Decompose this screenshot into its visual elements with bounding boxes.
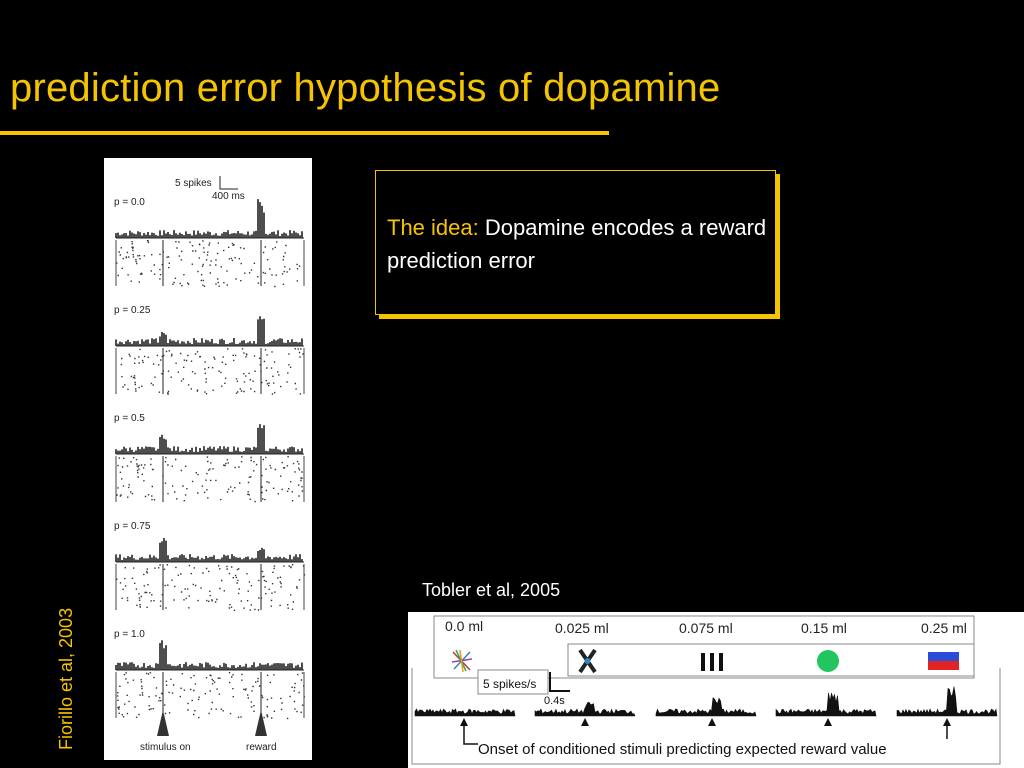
panel: p = 0.75 xyxy=(114,521,306,611)
raster-dots xyxy=(116,672,305,720)
fiorillo-figure: 5 spikes 400 ms p = 0.0 p = 0.25 p = 0.5 p … xyxy=(104,158,312,760)
tobler-citation: Tobler et al, 2005 xyxy=(422,580,561,600)
psth-trace xyxy=(414,708,516,717)
scale-bar-box xyxy=(477,669,549,695)
scale-bar-rate-label: 5 spikes/s xyxy=(483,677,536,691)
onset-marker xyxy=(708,718,716,726)
onset-marker xyxy=(943,718,951,726)
reward-label: reward xyxy=(246,742,277,753)
onset-marker xyxy=(581,718,589,726)
panel-probability-label: p = 0.0 xyxy=(114,197,145,208)
scale-bar-time-label: 0.4s xyxy=(544,695,565,707)
slide-title: prediction error hypothesis of dopamine xyxy=(10,66,721,110)
title-underline xyxy=(0,131,609,135)
panels: p = 0.0 p = 0.25 p = 0.5 p = 0.75 p = 1.0 xyxy=(114,197,306,720)
histogram xyxy=(115,199,303,238)
raster-dots xyxy=(116,456,304,503)
panel: p = 1.0 xyxy=(114,629,305,720)
stimulus-frame-inner xyxy=(567,643,975,677)
volume-label-0: 0.0 ml xyxy=(445,618,483,634)
onset-marker xyxy=(460,718,468,726)
histogram xyxy=(115,424,303,454)
tobler-figure: 0.0 ml 0.025 ml 0.075 ml 0.15 ml 0.25 ml xyxy=(408,612,1024,768)
panel: p = 0.25 xyxy=(114,305,305,395)
psth-trace xyxy=(775,692,877,717)
scale-bar-lines xyxy=(549,672,570,692)
stimulus-icon-4-top xyxy=(928,652,959,661)
idea-body: Dopamine encodes a reward prediction err… xyxy=(387,215,767,273)
onset-marker xyxy=(824,718,832,726)
psth-trace xyxy=(896,686,998,717)
scale-bar-spikes-label: 5 spikes xyxy=(175,178,212,189)
panel-probability-label: p = 0.25 xyxy=(114,305,151,316)
reward-marker xyxy=(255,710,267,736)
fiorillo-figure-svg: 5 spikes 400 ms p = 0.0p = 0.25p = 0.5p … xyxy=(114,176,306,753)
tobler-figure-svg: 0.0 ml 0.025 ml 0.075 ml 0.15 ml 0.25 ml xyxy=(411,615,1001,765)
stimulus-icon-0 xyxy=(451,649,473,673)
volume-label-3: 0.15 ml xyxy=(801,620,847,636)
histogram xyxy=(115,316,303,346)
volume-label-2: 0.075 ml xyxy=(679,620,733,636)
stimulus-icon-4-bottom xyxy=(928,661,959,670)
raster-dots xyxy=(116,564,306,611)
volume-label-4: 0.25 ml xyxy=(921,620,967,636)
panel-probability-label: p = 0.75 xyxy=(114,521,151,532)
idea-box: The idea: Dopamine encodes a reward pred… xyxy=(375,170,776,315)
panel: p = 0.5 xyxy=(114,413,305,503)
idea-text: The idea: Dopamine encodes a reward pred… xyxy=(387,211,772,277)
panel: p = 0.0 xyxy=(114,197,305,288)
histogram xyxy=(115,640,303,670)
histogram xyxy=(115,538,303,562)
volume-label-1: 0.025 ml xyxy=(555,620,609,636)
onset-caption: Onset of conditioned stimuli predicting … xyxy=(478,741,887,758)
stimulus-icon-3 xyxy=(817,650,839,672)
stimulus-icon-1 xyxy=(578,648,597,674)
psth-traces xyxy=(414,686,998,726)
psth-trace xyxy=(655,697,757,717)
scale-bar xyxy=(219,176,238,190)
raster-dots xyxy=(116,240,301,288)
caption-backdrop xyxy=(478,739,948,757)
fiorillo-citation: Fiorillo et al, 2003 xyxy=(56,607,76,750)
panel-probability-label: p = 1.0 xyxy=(114,629,145,640)
traces-frame xyxy=(411,668,1001,765)
raster-dots xyxy=(120,348,304,395)
psth-trace xyxy=(534,701,636,717)
stimulus-on-marker xyxy=(157,710,169,736)
scale-bar-time-label: 400 ms xyxy=(212,191,245,202)
idea-label: The idea: xyxy=(387,215,479,240)
stimulus-on-label: stimulus on xyxy=(140,742,191,753)
stimulus-icon-2 xyxy=(701,653,723,671)
panel-probability-label: p = 0.5 xyxy=(114,413,145,424)
